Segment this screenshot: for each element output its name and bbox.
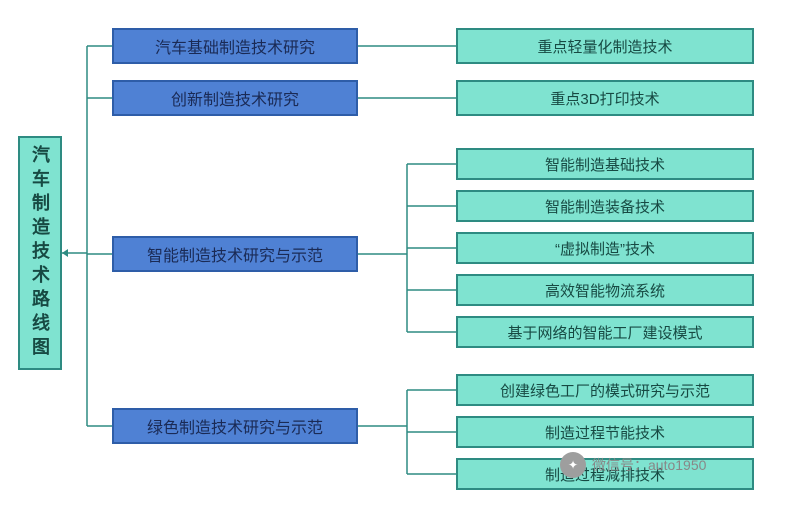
leaf-node: 重点轻量化制造技术 xyxy=(456,28,754,64)
leaf-node: “虚拟制造”技术 xyxy=(456,232,754,264)
leaf-node: 创建绿色工厂的模式研究与示范 xyxy=(456,374,754,406)
mid-node-label: 绿色制造技术研究与示范 xyxy=(147,414,323,438)
watermark: ✦ 微信号：auto1950 xyxy=(560,452,706,478)
leaf-node: 智能制造装备技术 xyxy=(456,190,754,222)
leaf-node-label: 高效智能物流系统 xyxy=(545,280,665,301)
leaf-node: 重点3D打印技术 xyxy=(456,80,754,116)
leaf-node-label: “虚拟制造”技术 xyxy=(555,238,655,259)
mid-node-label: 智能制造技术研究与示范 xyxy=(147,242,323,266)
wechat-icon: ✦ xyxy=(560,452,586,478)
leaf-node: 基于网络的智能工厂建设模式 xyxy=(456,316,754,348)
leaf-node: 制造过程节能技术 xyxy=(456,416,754,448)
leaf-node-label: 重点3D打印技术 xyxy=(550,88,659,109)
root-node: 汽车制造技术路线图 xyxy=(18,136,62,370)
leaf-node-label: 基于网络的智能工厂建设模式 xyxy=(507,322,702,343)
leaf-node-label: 制造过程节能技术 xyxy=(545,422,665,443)
leaf-node-label: 重点轻量化制造技术 xyxy=(537,36,672,57)
mid-node: 智能制造技术研究与示范 xyxy=(112,236,358,272)
mid-node: 汽车基础制造技术研究 xyxy=(112,28,358,64)
mid-node: 绿色制造技术研究与示范 xyxy=(112,408,358,444)
mid-node-label: 汽车基础制造技术研究 xyxy=(155,34,315,58)
mid-node-label: 创新制造技术研究 xyxy=(171,86,299,110)
mid-node: 创新制造技术研究 xyxy=(112,80,358,116)
leaf-node-label: 智能制造装备技术 xyxy=(545,196,665,217)
leaf-node-label: 创建绿色工厂的模式研究与示范 xyxy=(500,380,710,401)
leaf-node-label: 智能制造基础技术 xyxy=(545,154,665,175)
leaf-node: 高效智能物流系统 xyxy=(456,274,754,306)
watermark-text: 微信号：auto1950 xyxy=(592,455,706,475)
leaf-node: 智能制造基础技术 xyxy=(456,148,754,180)
